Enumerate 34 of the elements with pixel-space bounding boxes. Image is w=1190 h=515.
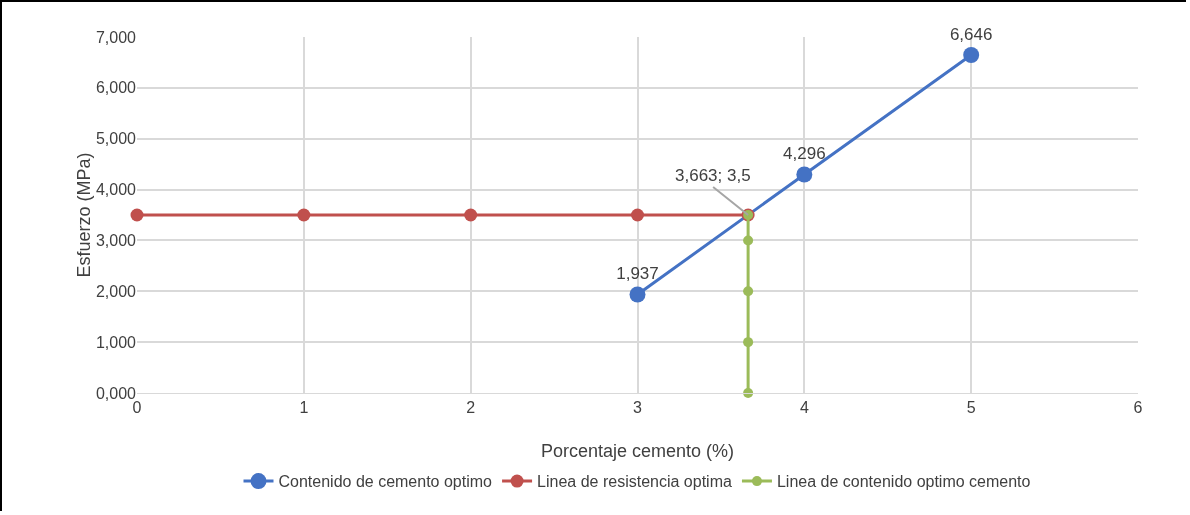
legend-label: Linea de resistencia optima (537, 473, 732, 491)
point (963, 47, 980, 63)
point (130, 208, 144, 222)
y-tick-label: 3,000 (95, 232, 137, 250)
data-label: 4,296 (783, 144, 826, 164)
x-tick-label: 4 (799, 399, 809, 417)
data-label: 1,937 (616, 264, 659, 284)
y-tick-label: 5,000 (95, 130, 137, 148)
point (464, 208, 478, 222)
x-tick-label: 6 (1133, 399, 1143, 417)
point (796, 166, 813, 183)
x-tick-label: 3 (633, 399, 643, 417)
y-tick-label: 0,000 (95, 384, 137, 402)
y-tick-label: 2,000 (95, 282, 137, 300)
point (297, 208, 311, 222)
legend-label: Linea de contenido optimo cemento (776, 473, 1031, 491)
y-tick-label: 1,000 (95, 333, 137, 351)
point (629, 286, 646, 303)
x-axis-title: Porcentaje cemento (%) (540, 441, 735, 461)
y-tick-label: 7,000 (95, 28, 137, 46)
data-label: 6,646 (949, 24, 993, 44)
annotation: 3,663; 3,5 (675, 166, 751, 185)
y-tick-label: 6,000 (95, 79, 137, 97)
point (743, 286, 754, 297)
x-tick-label: 2 (466, 399, 476, 417)
y-tick-label: 4,000 (95, 181, 137, 199)
point (631, 208, 644, 222)
point (743, 337, 754, 348)
y-axis-title: Esfuerzo (MPa) (73, 152, 94, 278)
x-tick-label: 5 (966, 399, 976, 417)
legend-label: Contenido de cemento optimo (278, 473, 493, 491)
point (743, 235, 754, 246)
x-tick-label: 1 (299, 399, 309, 417)
x-tick-label: 0 (132, 399, 142, 417)
